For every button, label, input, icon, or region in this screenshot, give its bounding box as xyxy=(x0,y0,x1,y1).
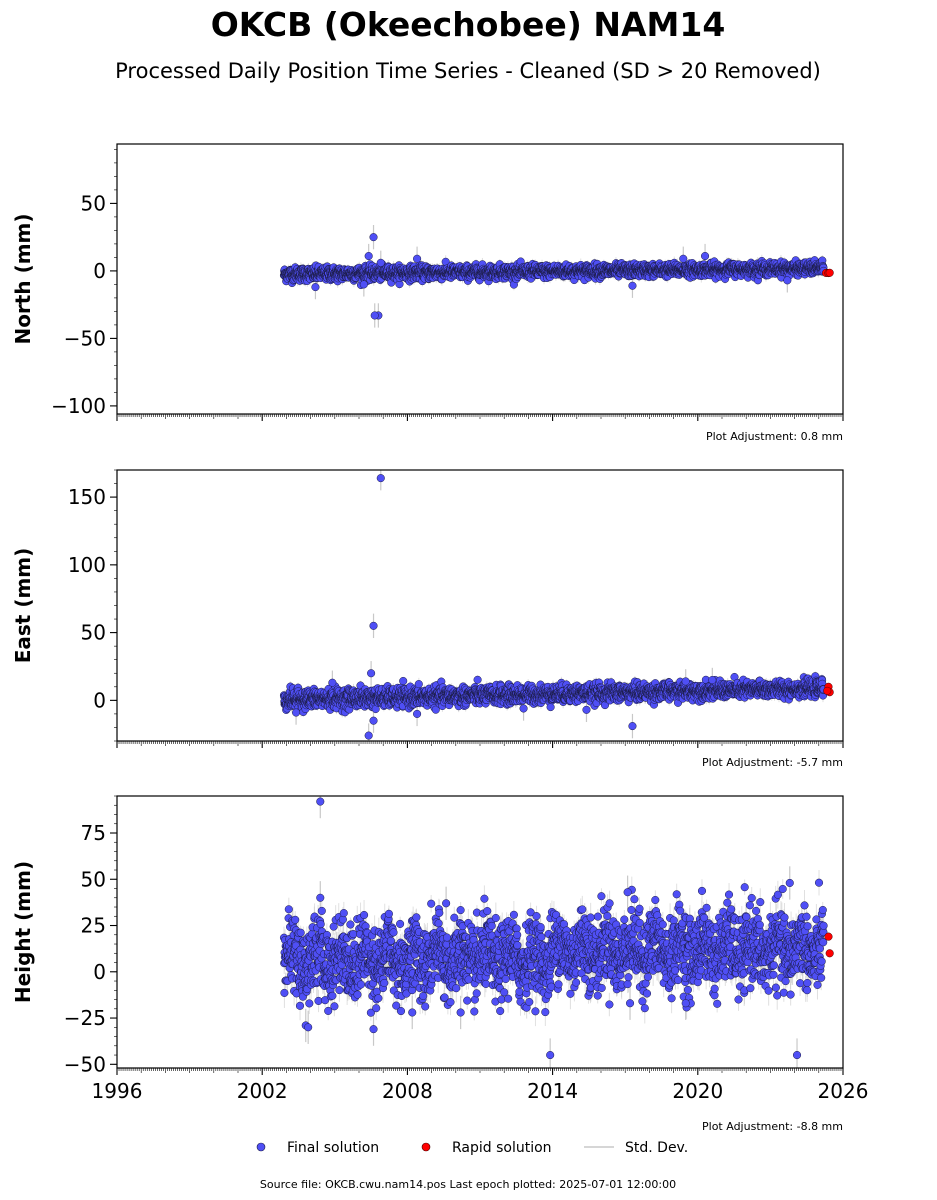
final-point-outlier xyxy=(681,677,690,686)
y-ticks-1: 50 0 −50 −100 xyxy=(51,149,117,418)
final-point-outlier xyxy=(311,283,320,292)
plot-adjustment-2: Plot Adjustment: -5.7 mm xyxy=(702,756,843,769)
final-point-outlier xyxy=(359,280,368,289)
final-point-outlier xyxy=(413,254,422,263)
rapid-point xyxy=(825,268,834,277)
final-point-outlier xyxy=(701,251,710,261)
y-axis-label-1: North (mm) xyxy=(11,213,35,344)
y-tick-label: −50 xyxy=(64,326,106,350)
final-solution-points-1 xyxy=(279,233,828,320)
plot-area-1 xyxy=(279,225,834,328)
y-axis-label-2: East (mm) xyxy=(11,548,35,664)
final-point xyxy=(399,676,408,686)
y-tick-label: 150 xyxy=(68,485,106,509)
final-point xyxy=(414,680,423,689)
y-tick-label: −100 xyxy=(51,394,106,418)
x-ticks-1 xyxy=(116,414,844,421)
final-point-outlier xyxy=(413,709,422,718)
final-solution-points-2 xyxy=(279,474,828,740)
final-point-outlier xyxy=(364,731,373,740)
final-point-outlier xyxy=(628,281,637,290)
final-point-outlier xyxy=(364,251,373,261)
panels: 50 0 −50 −100 North (mm) Plot Adjustment: 0.8… xyxy=(11,143,868,1133)
final-point-outlier xyxy=(582,705,591,714)
y-ticks-2: 150 100 50 0 xyxy=(68,469,117,742)
final-point-outlier xyxy=(783,276,792,285)
final-point-outlier xyxy=(369,716,378,725)
y-tick-label: 0 xyxy=(93,688,106,712)
panel-2: 150 100 50 0 East (mm) Plot Adjustment: -5.7 … xyxy=(11,469,844,769)
plot-area-3 xyxy=(279,796,834,1068)
final-point-outlier xyxy=(376,474,385,483)
final-point-outlier xyxy=(519,704,528,713)
plot-area-2 xyxy=(279,470,834,741)
final-point-outlier xyxy=(376,258,385,267)
final-point-outlier xyxy=(370,311,379,320)
rapid-solution-points-1 xyxy=(822,268,834,278)
final-point-outlier xyxy=(367,669,376,678)
rapid-solution-points-2 xyxy=(823,682,834,697)
plot-adjustment-1: Plot Adjustment: 0.8 mm xyxy=(706,430,843,443)
panel-1: 50 0 −50 −100 North (mm) Plot Adjustment: 0.8… xyxy=(11,143,844,443)
rapid-point xyxy=(823,686,832,695)
y-tick-label: 0 xyxy=(93,259,106,283)
final-point-outlier xyxy=(369,621,378,630)
final-point-outlier xyxy=(628,722,637,731)
chart-subtitle: Processed Daily Position Time Series - C… xyxy=(115,59,821,83)
y-tick-label: 50 xyxy=(81,621,106,645)
final-point-outlier xyxy=(369,233,378,242)
y-tick-label: 100 xyxy=(68,553,106,577)
final-point-outlier xyxy=(328,678,337,687)
final-point xyxy=(473,675,482,684)
x-ticks-2 xyxy=(116,741,844,748)
final-point-outlier xyxy=(708,675,717,685)
y-tick-label: 50 xyxy=(81,191,106,215)
final-point xyxy=(546,703,555,712)
final-point-outlier xyxy=(292,708,301,717)
final-point-outlier xyxy=(679,254,688,263)
chart-title: OKCB (Okeechobee) NAM14 xyxy=(211,5,726,44)
